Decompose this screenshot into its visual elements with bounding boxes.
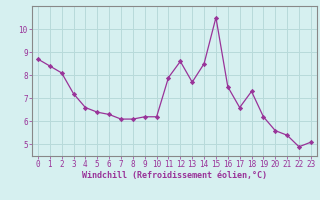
X-axis label: Windchill (Refroidissement éolien,°C): Windchill (Refroidissement éolien,°C) <box>82 171 267 180</box>
